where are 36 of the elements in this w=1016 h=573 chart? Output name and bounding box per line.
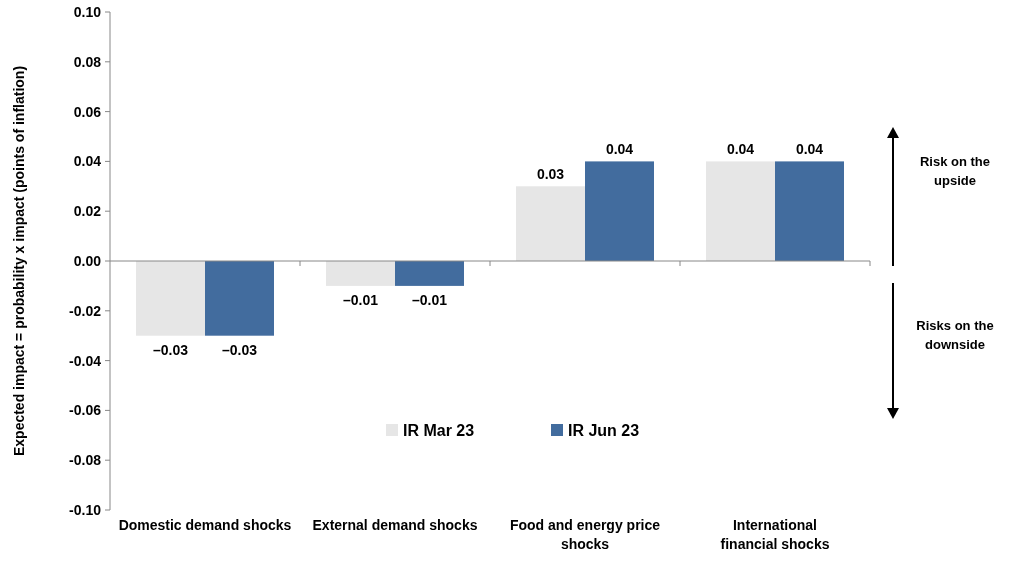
data-label: –0.03 — [152, 341, 189, 358]
bar — [585, 161, 654, 261]
y-tick-label: 0.04 — [73, 153, 102, 170]
bar — [775, 161, 844, 261]
y-tick-label: -0.06 — [69, 402, 102, 419]
y-axis-title: Expected impact = probability x impact (points of inflation) — [11, 65, 27, 457]
y-tick-label: 0.06 — [73, 103, 102, 120]
text: Risk on the upside — [919, 154, 991, 188]
data-label: 0.03 — [536, 166, 565, 183]
y-tick-label: 0.00 — [73, 252, 102, 269]
legend-label: IR Jun 23 — [568, 421, 640, 439]
x-tick-label: External demand shocks — [312, 517, 478, 533]
bar — [136, 261, 205, 336]
y-tick-label: 0.10 — [73, 3, 102, 20]
data-label: –0.03 — [221, 341, 258, 358]
y-tick-label: -0.02 — [69, 302, 102, 319]
data-label: –0.01 — [342, 291, 379, 308]
data-label: 0.04 — [795, 141, 824, 158]
bar — [326, 261, 395, 286]
x-tick-label: International financial shocks — [720, 517, 830, 552]
text: Risks on the downside — [916, 318, 994, 352]
bar — [395, 261, 464, 286]
x-tick-label: Food and energy price shocks — [509, 517, 661, 552]
bar — [706, 161, 775, 261]
x-tick-label: Domestic demand shocks — [118, 517, 292, 533]
y-tick-label: -0.04 — [69, 352, 102, 369]
data-label: 0.04 — [605, 141, 634, 158]
bar — [205, 261, 274, 336]
legend-label: IR Mar 23 — [403, 421, 475, 439]
bar — [516, 186, 585, 261]
data-label: –0.01 — [411, 291, 448, 308]
y-tick-label: 0.02 — [73, 203, 102, 220]
y-tick-label: -0.10 — [69, 501, 102, 518]
y-tick-label: -0.08 — [69, 452, 102, 469]
data-label: 0.04 — [726, 141, 755, 158]
y-tick-label: 0.08 — [73, 53, 102, 70]
